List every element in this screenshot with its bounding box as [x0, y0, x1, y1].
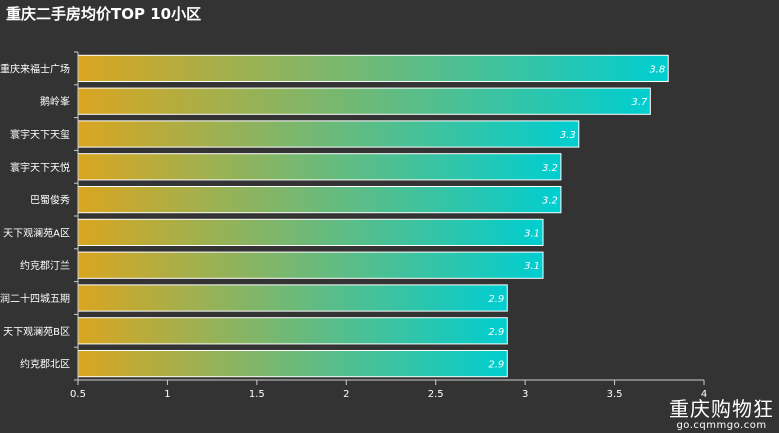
x-tick-label: 1 [164, 389, 170, 400]
bar [77, 349, 508, 378]
category-tick-label: 寰宇天下天悦 [10, 161, 70, 174]
bar [77, 87, 651, 115]
watermark-main: 重庆购物狂 [669, 397, 774, 421]
bar-value-label: 3.1 [524, 228, 540, 239]
x-tick-label: 4 [701, 389, 707, 400]
bar [77, 54, 669, 83]
category-tick-label: 约克郡汀兰 [20, 259, 70, 272]
bar [77, 251, 544, 279]
bar-value-label: 2.9 [488, 327, 504, 338]
watermark-logo: 重庆购物狂 go.cqmmgo.com [669, 398, 774, 431]
category-tick-label: 巴蜀俊秀 [30, 194, 70, 207]
bar-value-label: 3.2 [542, 163, 558, 174]
bar-value-label: 3.1 [524, 261, 540, 272]
bar [77, 120, 580, 148]
category-tick-label: 寰宇天下天玺 [10, 128, 70, 141]
bar-value-label: 3.3 [560, 130, 576, 141]
category-tick-label: 重庆来福士广场 [0, 62, 70, 75]
category-tick-label: 约克郡北区 [20, 358, 70, 371]
category-tick-label: 天下观澜苑B区 [3, 325, 70, 338]
chart-title: 重庆二手房均价TOP 10小区 [6, 5, 202, 23]
bar-value-label: 3.7 [631, 97, 648, 108]
x-tick-label: 2 [343, 389, 349, 400]
x-tick-label: 3.5 [607, 389, 623, 400]
category-tick-label: 润二十四城五期 [0, 292, 70, 305]
category-tick-label: 天下观澜苑A区 [3, 226, 70, 239]
bar-value-label: 2.9 [488, 294, 504, 305]
bar [77, 153, 562, 181]
x-tick-label: 0.5 [70, 389, 86, 400]
bar [77, 284, 508, 312]
watermark-url: go.cqmmgo.com [676, 420, 767, 431]
bar [77, 185, 562, 214]
bar-value-label: 3.2 [542, 196, 558, 207]
bar [77, 218, 544, 247]
category-tick-label: 鹅岭峯 [40, 95, 70, 108]
x-tick-label: 1.5 [249, 389, 265, 400]
bar-value-label: 2.9 [488, 360, 504, 371]
bar-value-label: 3.8 [649, 64, 665, 75]
x-tick-label: 3 [522, 389, 528, 400]
bar [77, 317, 508, 345]
x-tick-label: 2.5 [428, 389, 444, 400]
